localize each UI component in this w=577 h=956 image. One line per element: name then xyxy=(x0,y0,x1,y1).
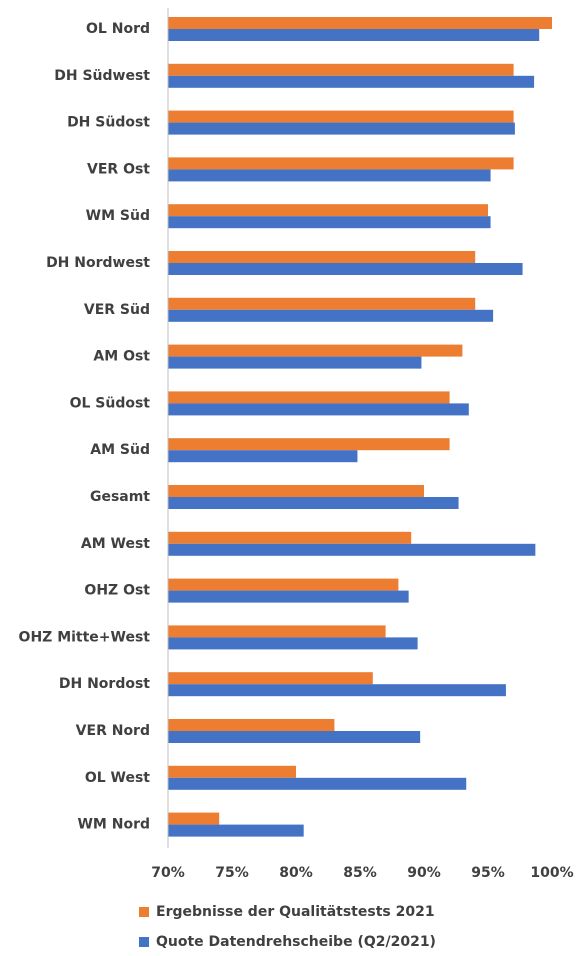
y-tick-label: Gesamt xyxy=(90,489,150,505)
bar xyxy=(168,438,450,451)
x-tick-label: 75% xyxy=(215,865,249,881)
y-tick-label: VER Süd xyxy=(84,302,150,318)
bar xyxy=(168,391,450,404)
bar xyxy=(168,75,535,88)
y-tick-label: WM Nord xyxy=(77,817,150,833)
y-tick-label: WM Süd xyxy=(86,208,150,224)
bar xyxy=(168,309,494,322)
bar xyxy=(168,543,536,556)
bar xyxy=(168,497,459,509)
bar xyxy=(168,812,220,825)
y-tick-label: AM Süd xyxy=(90,442,150,458)
bar xyxy=(168,485,424,497)
y-tick-label: DH Südost xyxy=(67,115,150,131)
bar xyxy=(168,450,358,463)
bar xyxy=(168,157,514,170)
y-tick-label: VER Ost xyxy=(87,161,150,177)
bar xyxy=(168,403,469,416)
bar xyxy=(168,17,552,29)
bar xyxy=(168,719,335,731)
y-tick-label: AM West xyxy=(81,536,150,552)
y-tick-label: OL Nord xyxy=(86,21,150,37)
x-tick-label: 100% xyxy=(530,865,573,881)
y-tick-label: DH Nordost xyxy=(59,676,150,692)
bar xyxy=(168,344,463,357)
bar xyxy=(168,531,412,544)
legend-label: Ergebnisse der Qualitätstests 2021 xyxy=(156,904,435,920)
y-tick-label: OHZ Mitte+West xyxy=(19,629,151,645)
bar xyxy=(168,29,540,41)
bar xyxy=(168,777,467,790)
bar xyxy=(168,122,515,135)
x-tick-label: 85% xyxy=(343,865,377,881)
bar xyxy=(168,204,488,217)
bar xyxy=(168,684,506,697)
bar xyxy=(168,263,523,275)
bar xyxy=(168,637,418,650)
legend-swatch xyxy=(139,937,149,947)
bar xyxy=(168,251,476,263)
bar xyxy=(168,625,386,638)
y-tick-label: DH Nordwest xyxy=(46,255,150,271)
x-tick-label: 80% xyxy=(279,865,313,881)
bar xyxy=(168,824,304,837)
bar xyxy=(168,216,491,229)
y-tick-label: DH Südwest xyxy=(54,68,150,84)
y-tick-label: VER Nord xyxy=(76,723,150,739)
x-tick-label: 90% xyxy=(407,865,441,881)
legend-label: Quote Datendrehscheibe (Q2/2021) xyxy=(156,934,436,950)
bar xyxy=(168,731,421,743)
bar xyxy=(168,110,514,123)
bar xyxy=(168,169,491,182)
legend-swatch xyxy=(139,907,149,917)
bar xyxy=(168,765,296,778)
bar xyxy=(168,578,399,591)
y-tick-label: OL Südost xyxy=(70,395,151,411)
y-tick-label: OHZ Ost xyxy=(84,583,150,599)
y-tick-label: OL West xyxy=(85,770,150,786)
y-tick-label: AM Ost xyxy=(93,349,150,365)
x-tick-label: 70% xyxy=(151,865,185,881)
bar xyxy=(168,297,476,310)
bar xyxy=(168,672,373,685)
bar xyxy=(168,63,514,76)
x-tick-label: 95% xyxy=(471,865,505,881)
bar xyxy=(168,590,409,603)
bar xyxy=(168,356,422,369)
